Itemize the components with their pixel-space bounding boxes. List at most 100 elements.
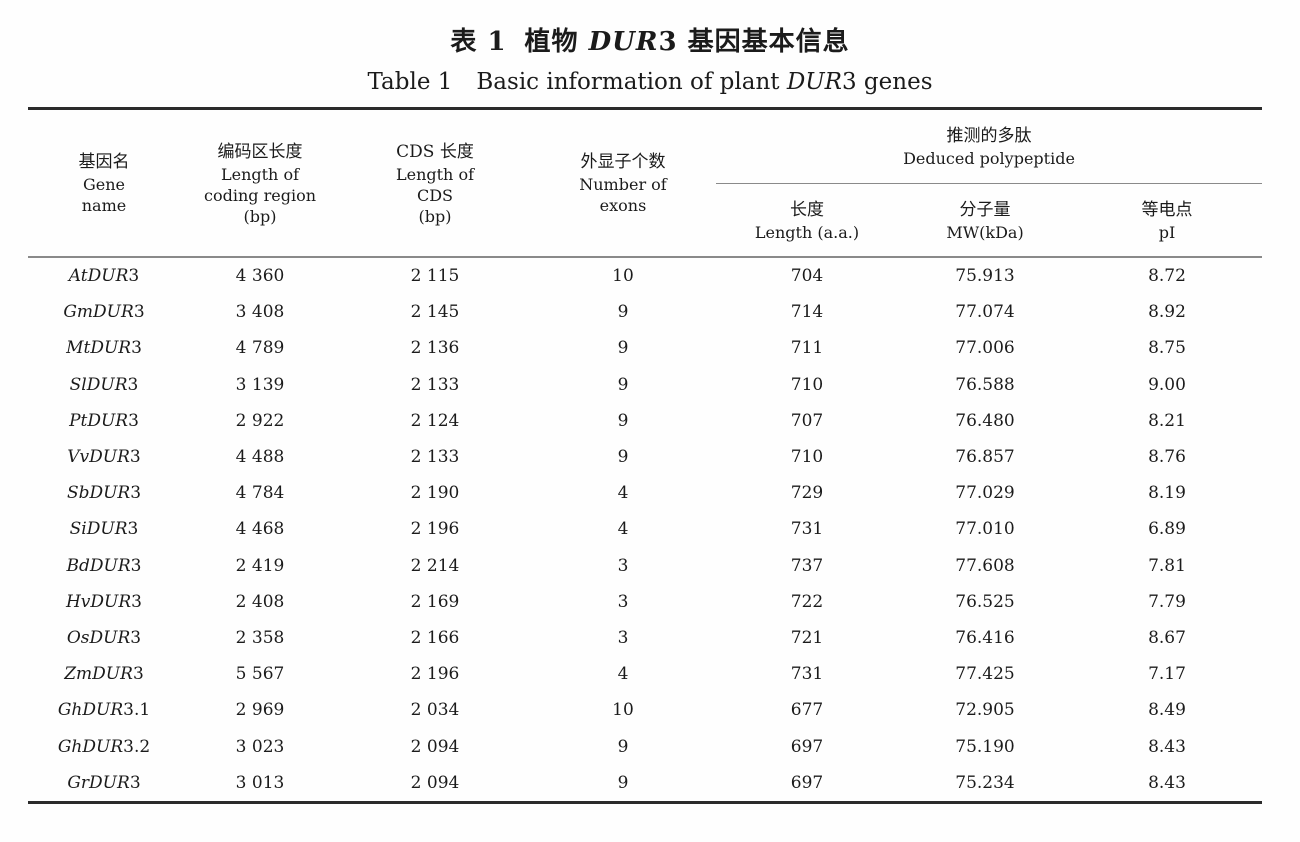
molecular-weight-cell: 72.905 [955, 700, 1015, 721]
title-zh-gene: DUR [588, 27, 659, 57]
polypeptide-length-cell: 697 [790, 736, 824, 757]
exon-count-cell: 4 [617, 519, 629, 540]
gene-info-table: 基因名 Gene name 编码区长度 Length of coding reg… [28, 107, 1262, 804]
table-row: BdDUR3 2 419 2 214 3 737 77.608 7.81 [28, 548, 1262, 584]
isoelectric-point-cell: 8.72 [1148, 266, 1186, 287]
cds-length-cell: 2 094 [410, 736, 460, 757]
cds-length-cell: 2 196 [410, 519, 460, 540]
coding-region-length-cell: 2 969 [235, 700, 285, 721]
molecular-weight-cell: 76.857 [955, 447, 1015, 468]
cds-length-cell: 2 115 [410, 266, 460, 287]
table-row: GhDUR3.1 2 969 2 034 10 677 72.905 8.49 [28, 692, 1262, 728]
polypeptide-length-cell: 710 [790, 447, 824, 468]
exon-count-cell: 9 [617, 410, 629, 431]
gene-name-cell: SiDUR3 [69, 519, 139, 540]
polypeptide-length-cell: 710 [790, 374, 824, 395]
header-coding-region-length: 编码区长度 Length of coding region (bp) [204, 141, 316, 226]
polypeptide-length-cell: 731 [790, 664, 824, 685]
coding-region-length-cell: 2 358 [235, 627, 285, 648]
molecular-weight-cell: 76.525 [955, 591, 1015, 612]
gene-name-cell: PtDUR3 [69, 410, 139, 431]
table-number-zh: 表 1 [450, 27, 507, 57]
header-gene-name: 基因名 Gene name [78, 152, 130, 215]
isoelectric-point-cell: 8.92 [1148, 302, 1186, 323]
isoelectric-point-cell: 8.43 [1148, 736, 1186, 757]
exon-count-cell: 3 [617, 627, 629, 648]
polypeptide-length-cell: 714 [790, 302, 824, 323]
exon-count-cell: 10 [612, 700, 634, 721]
molecular-weight-cell: 76.416 [955, 627, 1015, 648]
header-isoelectric-point: 等电点 pI [1141, 199, 1193, 242]
header-cds-length: CDS 长度 Length of CDS (bp) [395, 141, 474, 226]
coding-region-length-cell: 4 784 [235, 483, 285, 504]
exon-count-cell: 9 [617, 447, 629, 468]
exon-count-cell: 4 [617, 483, 629, 504]
table-row: AtDUR3 4 360 2 115 10 704 75.913 8.72 [28, 257, 1262, 294]
gene-name-cell: GhDUR3.1 [57, 700, 151, 721]
table-row: SbDUR3 4 784 2 190 4 729 77.029 8.19 [28, 475, 1262, 511]
cds-length-cell: 2 094 [410, 772, 460, 793]
coding-region-length-cell: 3 013 [235, 772, 285, 793]
exon-count-cell: 9 [617, 736, 629, 757]
coding-region-length-cell: 2 922 [235, 410, 285, 431]
cds-length-cell: 2 169 [410, 591, 460, 612]
gene-name-cell: GrDUR3 [67, 772, 141, 793]
polypeptide-length-cell: 721 [790, 627, 824, 648]
table-row: OsDUR3 2 358 2 166 3 721 76.416 8.67 [28, 620, 1262, 656]
exon-count-cell: 9 [617, 772, 629, 793]
polypeptide-length-cell: 711 [790, 338, 824, 359]
molecular-weight-cell: 77.006 [955, 338, 1015, 359]
isoelectric-point-cell: 9.00 [1148, 374, 1186, 395]
cds-length-cell: 2 190 [410, 483, 460, 504]
cds-length-cell: 2 145 [410, 302, 460, 323]
molecular-weight-cell: 76.588 [955, 374, 1015, 395]
polypeptide-length-cell: 697 [790, 772, 824, 793]
gene-name-cell: GhDUR3.2 [57, 736, 151, 757]
coding-region-length-cell: 4 468 [235, 519, 285, 540]
header-deduced-polypeptide: 推测的多肽 Deduced polypeptide [716, 108, 1262, 184]
exon-count-cell: 9 [617, 374, 629, 395]
exon-count-cell: 3 [617, 591, 629, 612]
molecular-weight-cell: 75.190 [955, 736, 1015, 757]
title-zh-post: 3 基因基本信息 [658, 27, 850, 57]
table-number-en: Table 1 [367, 69, 453, 95]
table-row: MtDUR3 4 789 2 136 9 711 77.006 8.75 [28, 330, 1262, 366]
table-row: SlDUR3 3 139 2 133 9 710 76.588 9.00 [28, 367, 1262, 403]
table-title-en: Table 1 Basic information of plant DUR3 g… [0, 68, 1300, 96]
isoelectric-point-cell: 7.17 [1148, 664, 1186, 685]
gene-name-cell: MtDUR3 [66, 338, 142, 359]
cds-length-cell: 2 133 [410, 447, 460, 468]
molecular-weight-cell: 77.029 [955, 483, 1015, 504]
gene-name-cell: OsDUR3 [66, 627, 142, 648]
isoelectric-point-cell: 8.19 [1148, 483, 1186, 504]
gene-name-cell: ZmDUR3 [64, 664, 144, 685]
gene-name-cell: AtDUR3 [68, 266, 140, 287]
coding-region-length-cell: 3 139 [235, 374, 285, 395]
header-polypeptide-length: 长度 Length (a.a.) [754, 199, 860, 242]
cds-length-cell: 2 133 [410, 374, 460, 395]
header-exon-count: 外显子个数 Number of exons [579, 152, 667, 215]
coding-region-length-cell: 2 419 [235, 555, 285, 576]
gene-name-cell: HvDUR3 [65, 591, 142, 612]
table-row: GrDUR3 3 013 2 094 9 697 75.234 8.43 [28, 765, 1262, 803]
polypeptide-length-cell: 729 [790, 483, 824, 504]
isoelectric-point-cell: 6.89 [1148, 519, 1186, 540]
isoelectric-point-cell: 7.81 [1148, 555, 1186, 576]
molecular-weight-cell: 77.425 [955, 664, 1015, 685]
exon-count-cell: 9 [617, 338, 629, 359]
table-body: AtDUR3 4 360 2 115 10 704 75.913 8.72 Gm… [28, 257, 1262, 802]
title-zh-pre: 植物 [524, 27, 589, 57]
molecular-weight-cell: 77.074 [955, 302, 1015, 323]
exon-count-cell: 3 [617, 555, 629, 576]
isoelectric-point-cell: 8.76 [1148, 447, 1186, 468]
table-row: GmDUR3 3 408 2 145 9 714 77.074 8.92 [28, 294, 1262, 330]
coding-region-length-cell: 4 360 [235, 266, 285, 287]
coding-region-length-cell: 3 023 [235, 736, 285, 757]
molecular-weight-cell: 75.234 [955, 772, 1015, 793]
exon-count-cell: 4 [617, 664, 629, 685]
title-en-gene: DUR [786, 69, 842, 95]
cds-length-cell: 2 166 [410, 627, 460, 648]
isoelectric-point-cell: 8.75 [1148, 338, 1186, 359]
cds-length-cell: 2 124 [410, 410, 460, 431]
